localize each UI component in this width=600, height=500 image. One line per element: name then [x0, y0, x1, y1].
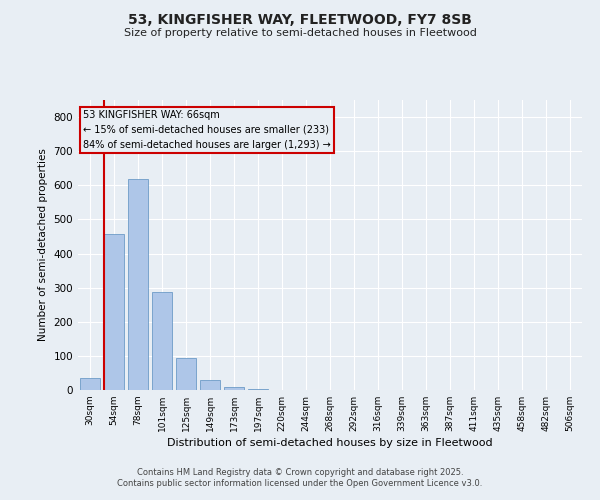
Bar: [176, 358, 196, 390]
Bar: [200, 380, 220, 390]
Text: Contains HM Land Registry data © Crown copyright and database right 2025.
Contai: Contains HM Land Registry data © Crown c…: [118, 468, 482, 487]
Text: 53 KINGFISHER WAY: 66sqm
← 15% of semi-detached houses are smaller (233)
84% of : 53 KINGFISHER WAY: 66sqm ← 15% of semi-d…: [83, 110, 331, 150]
Bar: [128, 180, 148, 390]
Bar: [224, 388, 244, 390]
Bar: [104, 234, 124, 390]
Bar: [152, 292, 172, 390]
Y-axis label: Number of semi-detached properties: Number of semi-detached properties: [38, 148, 48, 342]
Bar: [80, 378, 100, 390]
Text: 53, KINGFISHER WAY, FLEETWOOD, FY7 8SB: 53, KINGFISHER WAY, FLEETWOOD, FY7 8SB: [128, 12, 472, 26]
X-axis label: Distribution of semi-detached houses by size in Fleetwood: Distribution of semi-detached houses by …: [167, 438, 493, 448]
Text: Size of property relative to semi-detached houses in Fleetwood: Size of property relative to semi-detach…: [124, 28, 476, 38]
